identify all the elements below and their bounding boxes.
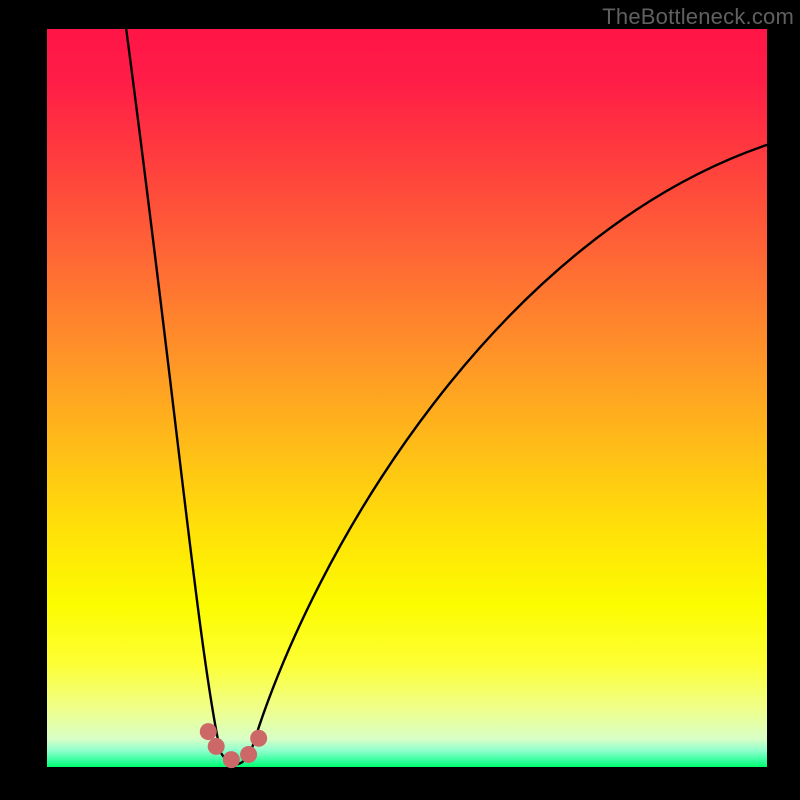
marker-dot bbox=[200, 723, 217, 740]
plot-background bbox=[47, 29, 767, 767]
marker-dot bbox=[250, 730, 267, 747]
marker-dot bbox=[223, 751, 240, 768]
bottleneck-chart bbox=[0, 0, 800, 800]
watermark-text: TheBottleneck.com bbox=[602, 4, 794, 30]
marker-dot bbox=[240, 746, 257, 763]
marker-dot bbox=[208, 738, 225, 755]
